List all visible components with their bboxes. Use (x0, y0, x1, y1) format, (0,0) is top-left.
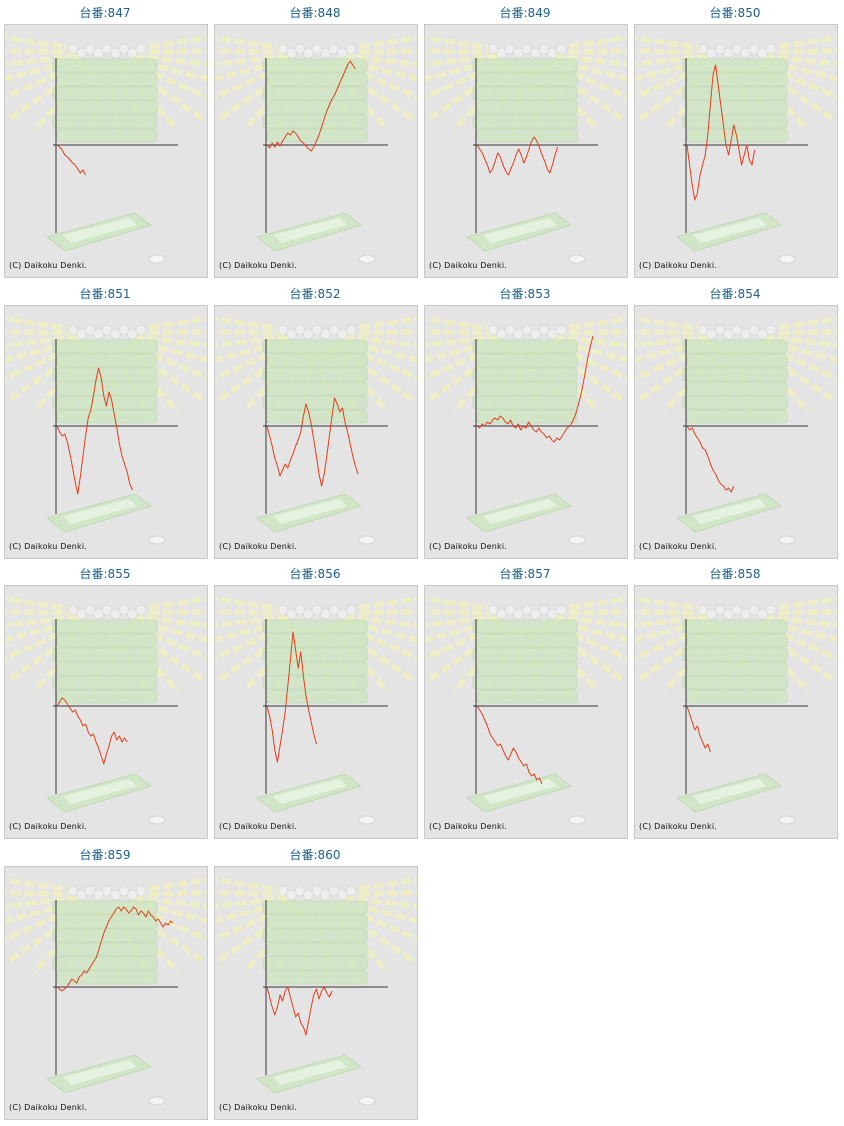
slump-graph-svg (635, 35, 837, 264)
machine-number-link[interactable]: 台番:858 (709, 567, 761, 581)
slump-graph-svg (425, 35, 627, 264)
slump-line (56, 906, 174, 991)
copyright-text: (C) Daikoku Denki. (9, 261, 88, 270)
slump-graph-svg (215, 876, 417, 1105)
slump-graph[interactable]: (C) Daikoku Denki. (634, 585, 838, 839)
copyright-text: (C) Daikoku Denki. (9, 541, 88, 551)
machine-background (425, 35, 627, 264)
slump-line (686, 64, 756, 201)
machine-number-link[interactable]: 台番:848 (289, 6, 341, 20)
machine-background (425, 315, 627, 544)
machine-number-link[interactable]: 台番:851 (79, 286, 131, 301)
slump-graph[interactable]: (C) Daikoku Denki. (214, 304, 418, 559)
machine-card: 台番:849 (C) Daikoku Denki. (420, 0, 630, 280)
machine-number-link[interactable]: 台番:847 (79, 6, 131, 20)
copyright-text: (C) Daikoku Denki. (219, 541, 298, 551)
machine-card: 台番:854 (C) Daikoku Denki. (630, 281, 840, 561)
slump-line (56, 697, 128, 765)
machine-card: 台番:851 (C) Daikoku Denki. (0, 281, 210, 561)
machine-background (635, 596, 837, 825)
machine-card: 台番:850 (C) Daikoku Denki. (630, 0, 840, 280)
slump-line (56, 144, 87, 176)
slump-graph-svg (5, 876, 207, 1105)
copyright-text: (C) Daikoku Denki. (429, 822, 508, 831)
machine-background (5, 315, 207, 544)
slump-graph[interactable]: (C) Daikoku Denki. (214, 585, 418, 839)
slump-graph-svg (425, 315, 627, 544)
slump-graph[interactable]: (C) Daikoku Denki. (4, 865, 208, 1120)
copyright-text: (C) Daikoku Denki. (429, 261, 508, 270)
slump-line (266, 986, 333, 1035)
machine-card: 台番:857 (C) Daikoku Denki. (420, 561, 630, 841)
slump-line (266, 631, 317, 763)
copyright-text: (C) Daikoku Denki. (219, 1102, 298, 1112)
slump-graph[interactable]: (C) Daikoku Denki. (214, 865, 418, 1120)
copyright-text: (C) Daikoku Denki. (639, 261, 718, 270)
machine-background (5, 35, 207, 264)
machine-number-link[interactable]: 台番:850 (709, 6, 761, 20)
slump-graph-svg (425, 596, 627, 825)
slump-graph-svg (5, 315, 207, 544)
copyright-text: (C) Daikoku Denki. (9, 822, 88, 831)
copyright-text: (C) Daikoku Denki. (219, 261, 298, 270)
copyright-text: (C) Daikoku Denki. (219, 822, 298, 831)
slump-graph[interactable]: (C) Daikoku Denki. (634, 304, 838, 559)
machine-background (215, 315, 417, 544)
machine-number-link[interactable]: 台番:860 (289, 847, 341, 862)
machine-number-link[interactable]: 台番:856 (289, 567, 341, 581)
machine-card: 台番:847 (C) Daikoku Denki. (0, 0, 210, 280)
machine-background (635, 35, 837, 264)
slump-line (476, 705, 543, 785)
copyright-text: (C) Daikoku Denki. (639, 822, 718, 831)
slump-line (476, 335, 594, 442)
machine-background (215, 596, 417, 825)
slump-line (56, 367, 133, 494)
machine-number-link[interactable]: 台番:859 (79, 847, 131, 862)
copyright-text: (C) Daikoku Denki. (639, 541, 718, 551)
slump-graph-svg (635, 596, 837, 825)
machine-card: 台番:852 (C) Daikoku Denki. (210, 281, 420, 561)
machine-background (215, 35, 417, 264)
machine-card: 台番:858 (C) Daikoku Denki. (630, 561, 840, 841)
machine-background (5, 596, 207, 825)
slump-graph[interactable]: (C) Daikoku Denki. (634, 24, 838, 278)
slump-graph[interactable]: (C) Daikoku Denki. (4, 585, 208, 839)
machine-number-link[interactable]: 台番:855 (79, 567, 131, 581)
slump-graph-svg (5, 596, 207, 825)
machine-number-link[interactable]: 台番:857 (499, 567, 551, 581)
copyright-text: (C) Daikoku Denki. (9, 1102, 88, 1112)
slump-graph-svg (215, 35, 417, 264)
machine-card: 台番:853 (C) Daikoku Denki. (420, 281, 630, 561)
slump-graph[interactable]: (C) Daikoku Denki. (4, 304, 208, 559)
slump-graph-svg (635, 315, 837, 544)
slump-graph[interactable]: (C) Daikoku Denki. (424, 585, 628, 839)
slump-graph[interactable]: (C) Daikoku Denki. (214, 24, 418, 278)
slump-line (686, 425, 735, 492)
slump-graph-svg (215, 315, 417, 544)
slump-graph[interactable]: (C) Daikoku Denki. (4, 24, 208, 278)
slump-graph[interactable]: (C) Daikoku Denki. (424, 24, 628, 278)
machine-number-link[interactable]: 台番:849 (499, 6, 551, 20)
slump-graph-svg (215, 596, 417, 825)
slump-graph-svg (5, 35, 207, 264)
machine-number-link[interactable]: 台番:852 (289, 286, 341, 301)
slump-line (266, 60, 356, 152)
machine-background (425, 596, 627, 825)
machine-background (635, 315, 837, 544)
machine-card: 台番:855 (C) Daikoku Denki. (0, 561, 210, 841)
machine-card: 台番:848 (C) Daikoku Denki. (210, 0, 420, 280)
copyright-text: (C) Daikoku Denki. (429, 541, 508, 551)
machine-background (5, 876, 207, 1105)
machine-number-link[interactable]: 台番:853 (499, 286, 551, 301)
machine-card: 台番:860 (C) Daikoku Denki. (210, 842, 420, 1122)
machine-card: 台番:859 (C) Daikoku Denki. (0, 842, 210, 1122)
machine-card: 台番:856 (C) Daikoku Denki. (210, 561, 420, 841)
slump-graph[interactable]: (C) Daikoku Denki. (424, 304, 628, 559)
slump-line (266, 397, 359, 486)
slump-line (686, 705, 711, 753)
machine-background (215, 876, 417, 1105)
slump-line (476, 136, 559, 176)
machine-number-link[interactable]: 台番:854 (709, 286, 761, 301)
